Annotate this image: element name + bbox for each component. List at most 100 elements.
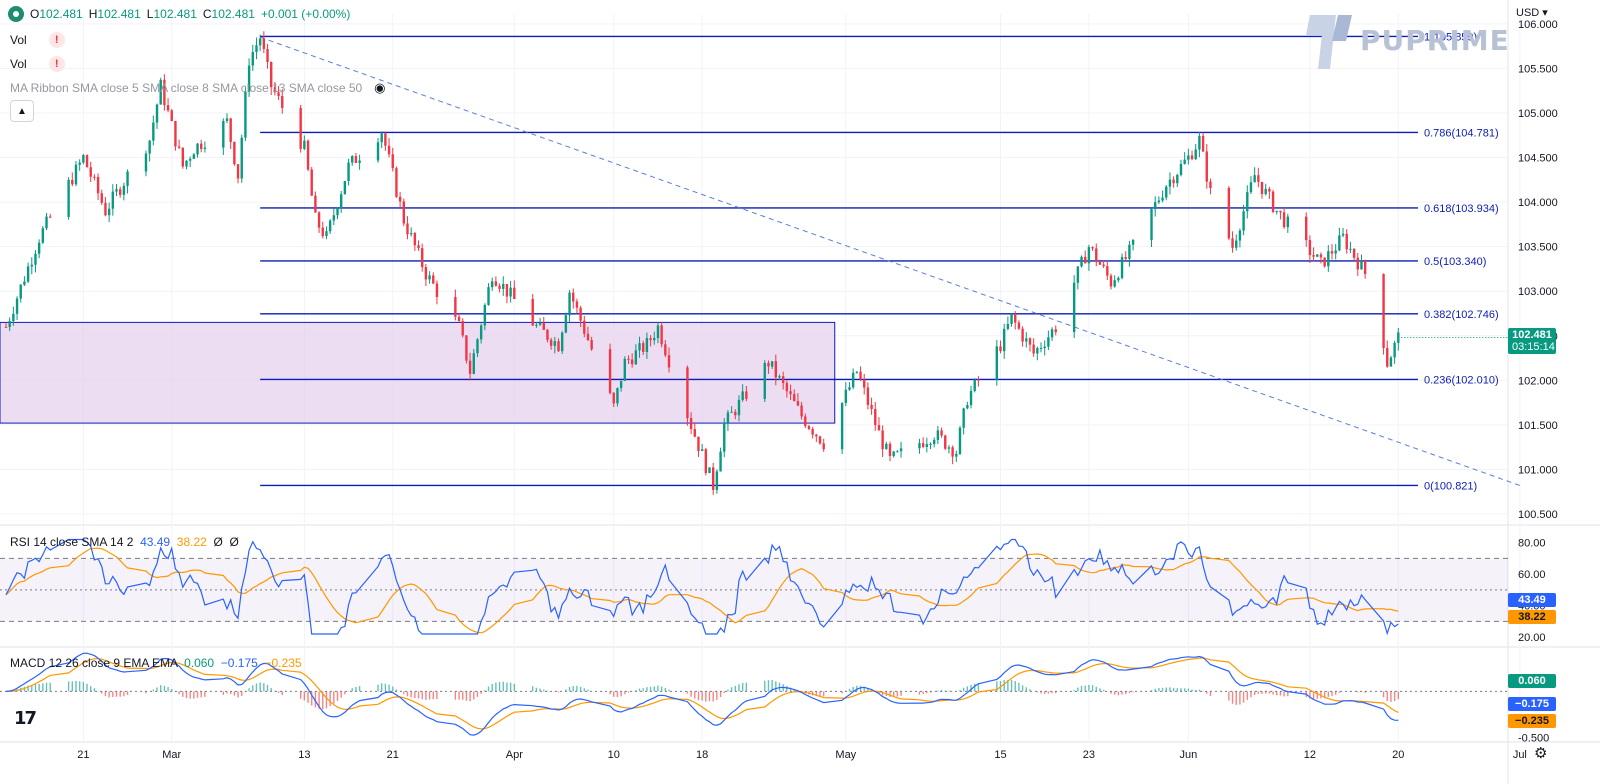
- macd-badge: −0.175: [1508, 697, 1556, 711]
- candle-body: [855, 371, 859, 373]
- candle-body: [1345, 233, 1348, 250]
- candle-body: [479, 325, 483, 340]
- candle-body: [642, 343, 645, 352]
- candle-body: [347, 162, 350, 182]
- candle-body: [1165, 186, 1168, 198]
- status-dot-icon[interactable]: [8, 6, 24, 22]
- candle-body: [126, 171, 129, 186]
- candle-body: [339, 194, 343, 209]
- vol-indicator-2[interactable]: Vol !: [10, 56, 65, 72]
- collapse-legend-button[interactable]: ▲: [10, 100, 34, 122]
- candle-body: [763, 362, 766, 399]
- candle-body: [697, 436, 700, 451]
- macd-legend[interactable]: MACD 12 26 close 9 EMA EMA 0.060 −0.175 …: [10, 656, 302, 670]
- eye-off-icon[interactable]: ◉: [374, 80, 386, 95]
- y-tick-label: 104.500: [1518, 153, 1558, 165]
- candle-body: [557, 341, 560, 352]
- candle-body: [1036, 348, 1039, 354]
- candle-body: [74, 164, 78, 185]
- candle-body: [966, 405, 969, 409]
- candle-body: [667, 355, 671, 368]
- candle-body: [251, 52, 254, 66]
- candle-body: [572, 292, 575, 302]
- candle-body: [785, 382, 789, 392]
- candle-body: [1308, 240, 1312, 256]
- candle-body: [1084, 256, 1087, 264]
- candle-body: [1264, 188, 1267, 195]
- candle-body: [1323, 257, 1326, 267]
- vol-indicator-1[interactable]: Vol !: [10, 32, 65, 48]
- ma-ribbon-legend[interactable]: MA Ribbon SMA close 5 SMA close 8 SMA cl…: [10, 80, 386, 96]
- rsi-legend[interactable]: RSI 14 close SMA 14 2 43.49 38.22 Ø Ø: [10, 535, 239, 549]
- candle-body: [689, 418, 693, 430]
- candle-body: [1187, 155, 1190, 160]
- low-value: 102.481: [153, 7, 197, 21]
- currency-selector[interactable]: USD ▾: [1516, 7, 1548, 19]
- candle-body: [1249, 182, 1253, 193]
- candle-body: [1393, 342, 1396, 358]
- warning-icon[interactable]: !: [48, 56, 65, 72]
- rsi-ma-line: [5, 547, 1399, 634]
- candle-body: [929, 443, 932, 445]
- candle-body: [535, 324, 538, 326]
- candle-body: [270, 62, 273, 88]
- rsi-tick-label: 20.00: [1518, 632, 1546, 644]
- candle-body: [181, 147, 184, 167]
- x-tick-label: 12: [1304, 749, 1316, 761]
- candle-body: [1279, 210, 1282, 213]
- candle-body: [1098, 261, 1102, 265]
- candle-body: [866, 387, 870, 405]
- candle-body: [649, 338, 652, 341]
- rsi-badge: 43.49: [1508, 593, 1556, 607]
- candle-body: [96, 176, 100, 194]
- warning-icon[interactable]: !: [48, 32, 65, 48]
- candle-body: [111, 191, 115, 209]
- candle-body: [1047, 337, 1050, 347]
- candle-body: [1205, 151, 1208, 182]
- candle-body: [958, 427, 962, 454]
- rsi-tick-label: 80.00: [1518, 538, 1546, 550]
- candle-body: [796, 401, 800, 406]
- candle-body: [144, 153, 148, 172]
- candle-body: [409, 233, 413, 235]
- candle-body: [719, 451, 722, 472]
- candle-body: [973, 379, 976, 391]
- candle-body: [921, 443, 925, 447]
- close-label: C: [202, 7, 212, 21]
- candle-body: [575, 301, 579, 308]
- candle-body: [277, 92, 280, 97]
- vol-label: Vol: [10, 33, 27, 47]
- candle-body: [1102, 264, 1105, 267]
- fibonacci-retracement: 1(105.859) 0.786(104.781) 0.618(103.934) 0.…: [260, 31, 1499, 492]
- candle-body: [498, 285, 501, 289]
- candle-body: [664, 344, 667, 356]
- candle-body: [608, 349, 612, 393]
- candle-body: [1043, 346, 1046, 348]
- rsi-line: [5, 538, 1399, 636]
- fib-label: 0(100.821): [1424, 480, 1477, 492]
- candle-body: [491, 281, 494, 288]
- candle-body: [1282, 212, 1286, 228]
- candle-body: [454, 296, 457, 317]
- tradingview-logo-icon[interactable]: 17: [14, 708, 37, 729]
- candle-body: [104, 202, 107, 216]
- macd-tick-label: -0.500: [1518, 732, 1549, 744]
- candle-body: [380, 133, 383, 143]
- x-tick-label: 15: [994, 749, 1006, 761]
- candle-body: [781, 376, 785, 383]
- candle-body: [1305, 216, 1308, 241]
- candle-body: [314, 195, 317, 213]
- candle-body: [1017, 322, 1021, 329]
- candle-body: [1109, 275, 1113, 287]
- candle-body: [351, 156, 354, 163]
- candle-body: [892, 451, 895, 456]
- candle-body: [1382, 273, 1385, 349]
- candle-body: [870, 404, 873, 409]
- candle-body: [118, 189, 122, 195]
- candle-body: [49, 216, 52, 218]
- settings-gear-icon[interactable]: ⚙: [1534, 745, 1548, 762]
- candle-body: [23, 281, 26, 285]
- ohlc-legend: O102.481 H102.481 L102.481 C102.481 +0.0…: [8, 6, 350, 22]
- candle-body: [616, 388, 619, 404]
